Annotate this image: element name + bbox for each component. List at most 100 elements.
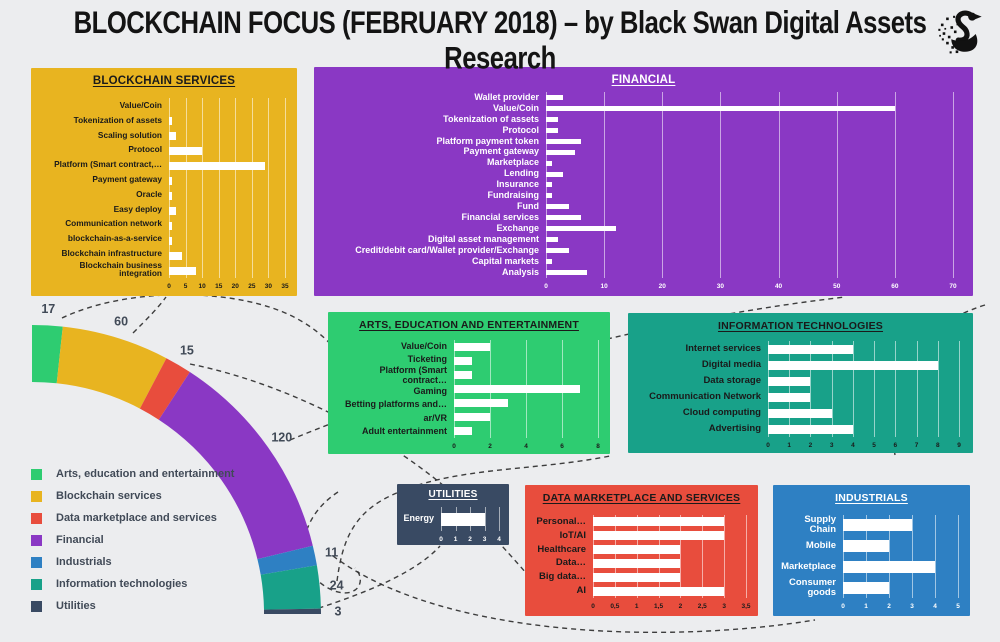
axis-tick-label: 0 — [766, 442, 770, 449]
gridline — [720, 92, 722, 278]
bar — [169, 116, 173, 125]
legend-label: Information technologies — [56, 578, 188, 590]
bar-row — [546, 169, 953, 180]
axis-tick-label: 15 — [215, 283, 223, 290]
bar — [768, 424, 853, 434]
axis-tick-label: 7 — [914, 442, 919, 449]
bar — [546, 237, 558, 243]
axis-tick-label: 4 — [933, 603, 937, 610]
bar-label: Data storage — [703, 375, 761, 387]
axis-tick-label: 0 — [439, 536, 443, 543]
bar — [546, 127, 558, 133]
bar-row — [546, 223, 953, 234]
bar-labels-column: Energy — [403, 507, 441, 531]
axis-tick-label: 3 — [482, 536, 487, 543]
panel-information-technologies: INFORMATION TECHNOLOGIES Internet servic… — [628, 313, 973, 453]
axis-tick-label: 0 — [841, 603, 845, 610]
connector-utilities — [309, 545, 441, 612]
bar — [546, 149, 576, 155]
axis-tick-label: 4 — [851, 442, 855, 449]
panel-title-financial: FINANCIAL — [611, 74, 676, 86]
bar — [169, 146, 203, 155]
bar-label: Easy deploy — [113, 203, 162, 214]
bar-row — [454, 396, 598, 410]
plot-area: 0 1 2 3 4 5 6 7 8 9 — [766, 341, 961, 449]
bar-label: Communication Network — [649, 391, 761, 403]
swan-beak — [973, 13, 982, 21]
bar-label: Tokenization of assets — [443, 113, 539, 124]
panel-title-information-technologies: INFORMATION TECHNOLOGIES — [717, 320, 884, 332]
bar-chart-data-marketplace: Personal… IoT/AI Healthcare Data… Big data… A… — [533, 515, 751, 610]
axis-tick-label: 4 — [524, 443, 528, 450]
gridline — [662, 92, 664, 278]
gridline — [251, 98, 253, 278]
axis-tick-label: 60 — [891, 283, 899, 290]
legend-swatch — [31, 578, 42, 590]
gridline — [852, 341, 854, 437]
gridline — [702, 515, 704, 598]
legend-item: Blockchain services — [31, 485, 234, 507]
panel-title-data-marketplace: DATA MARKETPLACE AND SERVICES — [542, 492, 741, 504]
gridline — [937, 341, 939, 437]
gridline — [746, 515, 747, 598]
axis-tick-label: 6 — [893, 442, 898, 449]
connector-industrials — [332, 555, 816, 634]
axis-tick-label: 2 — [488, 443, 492, 450]
bar-row — [546, 136, 953, 147]
bar-label: Cloud computing — [682, 407, 761, 419]
axis-tick-label: 6 — [560, 443, 564, 450]
axis-tick-label: 1 — [787, 442, 792, 449]
bar-row — [546, 256, 953, 267]
bar — [843, 519, 912, 532]
gridline — [484, 507, 486, 531]
bar-row — [546, 92, 953, 103]
bar-row — [546, 125, 953, 136]
gridline — [935, 515, 936, 598]
bar-row — [169, 248, 285, 263]
bar-row — [169, 143, 285, 158]
black-swan-logo — [938, 10, 982, 54]
legend-label: Financial — [56, 534, 104, 546]
bar-rows — [441, 507, 499, 531]
bar-row — [169, 203, 285, 218]
gridline — [874, 341, 876, 437]
bar-row — [546, 190, 953, 201]
gridline — [912, 515, 913, 598]
gridline — [894, 92, 896, 278]
bar — [546, 204, 570, 210]
gridline — [614, 515, 616, 598]
bar-label: Payment gateway — [463, 146, 539, 157]
bar-label: Internet services — [685, 343, 761, 355]
bar-row — [169, 113, 285, 128]
bar-row — [169, 173, 285, 188]
plot-area: 0 1 2 3 4 — [439, 507, 501, 543]
bar — [169, 161, 266, 170]
bar-label: Advertising — [708, 423, 761, 435]
axis-tick-label: 35 — [281, 283, 289, 290]
connector-data-marketplace — [189, 363, 527, 574]
bar-label: Value/Coin — [119, 100, 162, 111]
connector-blockchain-services — [132, 296, 167, 334]
bar-label: Energy — [403, 513, 434, 524]
bar-row — [768, 373, 959, 389]
bar-row — [546, 245, 953, 256]
bar — [768, 392, 811, 402]
bar — [768, 344, 853, 354]
axis-tick-label: 8 — [935, 442, 940, 449]
legend-swatch — [31, 468, 42, 480]
axis-tick-label: 10 — [600, 283, 608, 290]
bar-row — [593, 515, 746, 529]
bar-row — [546, 180, 953, 191]
bar-label: Analysis — [501, 266, 539, 277]
bar-label: Lending — [504, 168, 539, 179]
gridline — [959, 341, 960, 437]
plot-area: 0 0,5 1 1,5 2 2,5 3 3,5 — [591, 515, 751, 610]
gridline — [185, 98, 187, 278]
bar-row — [546, 267, 953, 278]
bar — [546, 182, 552, 188]
bar-row — [843, 515, 958, 536]
axis-tick-label: 5 — [183, 283, 188, 290]
bar-label: Wallet provider — [474, 91, 539, 102]
bar-labels-column: Value/Coin Tokenization of assets Scaling … — [39, 98, 169, 278]
legend-item: Information technologies — [31, 573, 234, 595]
